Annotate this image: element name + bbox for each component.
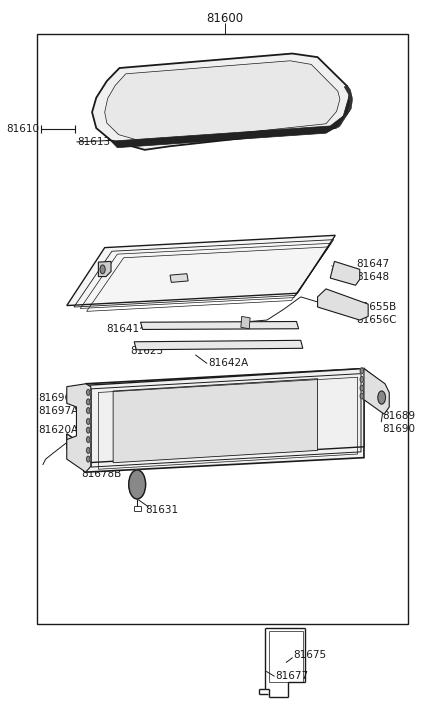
Circle shape [87, 457, 90, 462]
Circle shape [378, 391, 385, 404]
Text: 81631: 81631 [146, 505, 179, 515]
Polygon shape [335, 85, 353, 129]
Text: 81696A: 81696A [38, 393, 79, 403]
Circle shape [87, 419, 90, 425]
Circle shape [87, 408, 90, 414]
Polygon shape [105, 61, 340, 143]
Text: 81643A: 81643A [81, 292, 121, 302]
Text: 81697A: 81697A [38, 406, 79, 416]
Text: 81620A: 81620A [38, 425, 79, 435]
Text: 81642A: 81642A [208, 358, 248, 369]
Circle shape [100, 265, 105, 273]
Circle shape [87, 437, 90, 443]
Polygon shape [67, 369, 385, 462]
Circle shape [87, 448, 90, 454]
Circle shape [360, 368, 364, 374]
Circle shape [360, 393, 364, 399]
Text: 81641: 81641 [107, 324, 140, 334]
Text: 81621B: 81621B [253, 249, 293, 259]
Polygon shape [330, 262, 360, 285]
Polygon shape [113, 379, 318, 462]
Polygon shape [170, 273, 188, 282]
Polygon shape [67, 236, 335, 305]
Polygon shape [86, 369, 364, 472]
Polygon shape [111, 95, 351, 148]
Text: 81689: 81689 [382, 411, 415, 421]
Text: 81677: 81677 [275, 671, 309, 681]
Circle shape [129, 470, 146, 499]
Text: 81678B: 81678B [82, 469, 122, 478]
Bar [37, 34, 408, 624]
Text: 81600: 81600 [206, 12, 243, 25]
Text: 81655B: 81655B [356, 302, 397, 312]
Polygon shape [67, 384, 91, 472]
Circle shape [87, 399, 90, 405]
Text: 81675: 81675 [294, 651, 327, 660]
Polygon shape [134, 340, 303, 350]
Text: 81648: 81648 [356, 273, 389, 282]
Polygon shape [98, 262, 111, 276]
Text: 81613: 81613 [77, 137, 111, 147]
Text: 81690: 81690 [382, 424, 415, 434]
Text: 81610: 81610 [7, 124, 39, 134]
Circle shape [360, 377, 364, 382]
Text: 81656C: 81656C [356, 315, 397, 325]
Text: 81623: 81623 [130, 346, 163, 356]
Polygon shape [141, 321, 298, 329]
Circle shape [87, 427, 90, 433]
Polygon shape [364, 369, 389, 414]
Polygon shape [318, 289, 368, 320]
Text: 81647: 81647 [356, 259, 389, 268]
Polygon shape [241, 316, 250, 329]
Text: 81666: 81666 [89, 268, 122, 278]
Circle shape [360, 385, 364, 391]
Polygon shape [92, 54, 351, 150]
Circle shape [87, 390, 90, 395]
